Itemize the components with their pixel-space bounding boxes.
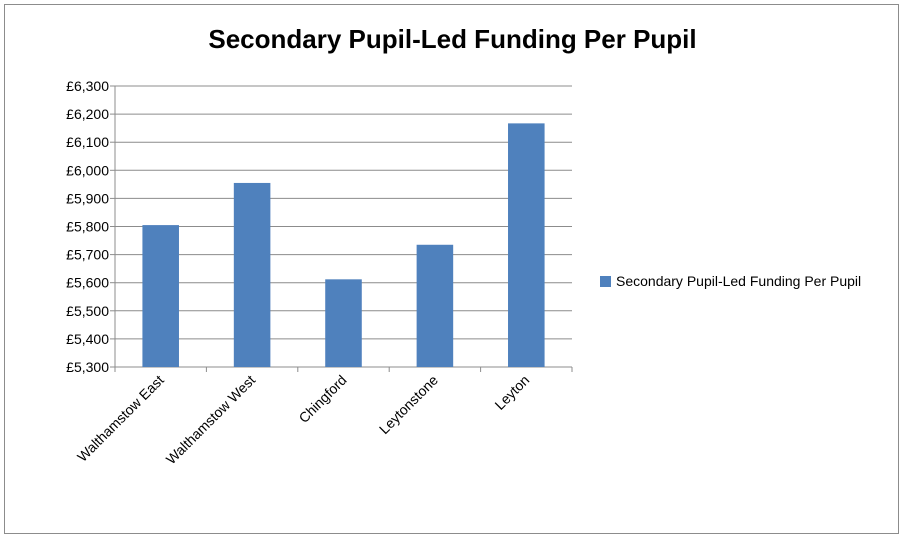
bar: [325, 279, 362, 367]
bar: [416, 244, 454, 367]
y-tick-label: £5,500: [66, 303, 109, 319]
x-tick-label: Walthamstow West: [163, 372, 259, 468]
y-tick-label: £6,100: [66, 134, 109, 150]
y-tick-label: £5,900: [66, 190, 109, 206]
y-tick-label: £5,400: [66, 331, 109, 347]
y-tick-label: £5,700: [66, 247, 109, 263]
bar-chart: £5,300 £5,400 £5,500 £5,600 £5,700 £5,800 £5,9…: [66, 78, 573, 468]
x-tick-label: Leyton: [491, 372, 532, 413]
y-tick-label: £5,300: [66, 359, 109, 375]
x-tick-label: Chingford: [295, 372, 349, 426]
bar: [233, 182, 271, 367]
x-tick-label: Leytonstone: [376, 372, 441, 437]
legend-label: Secondary Pupil-Led Funding Per Pupil: [616, 273, 862, 289]
y-tick-label: £5,800: [66, 219, 109, 235]
y-tick-label: £6,300: [66, 78, 109, 94]
bar: [508, 123, 545, 367]
y-tick-label: £6,200: [66, 106, 109, 122]
x-tick-label: Walthamstow East: [74, 372, 167, 465]
legend-swatch: [600, 276, 611, 287]
chart-title: Secondary Pupil-Led Funding Per Pupil: [208, 24, 697, 54]
y-tick-label: £6,000: [66, 162, 109, 178]
bar: [142, 225, 179, 367]
y-tick-label: £5,600: [66, 275, 109, 291]
